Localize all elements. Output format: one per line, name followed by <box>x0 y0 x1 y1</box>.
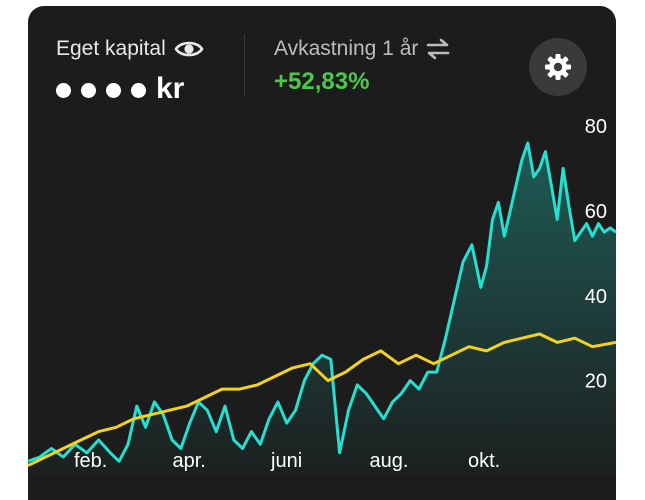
y-tick-label: 60 <box>585 201 607 223</box>
equity-stat: Eget kapital kr <box>56 36 204 106</box>
x-tick-label: okt. <box>468 450 500 472</box>
return-stat: Avkastning 1 år +52,83% <box>274 36 450 96</box>
swap-arrows-icon[interactable] <box>426 38 450 60</box>
equity-label-row: Eget kapital <box>56 36 204 62</box>
return-label: Avkastning 1 år <box>274 37 419 60</box>
gear-icon <box>543 52 573 82</box>
settings-button[interactable] <box>529 38 587 96</box>
eye-icon[interactable] <box>174 38 204 60</box>
x-tick-label: juni <box>270 450 302 472</box>
series-0-line <box>28 141 616 463</box>
return-label-row[interactable]: Avkastning 1 år <box>274 36 450 62</box>
series-0-area <box>28 143 616 474</box>
masked-value-dots <box>56 72 156 106</box>
return-value: +52,83% <box>274 68 370 95</box>
x-tick-label: aug. <box>370 450 409 472</box>
portfolio-card: Eget kapital kr Avkastning 1 år + <box>28 6 616 500</box>
y-tick-label: 80 <box>585 116 607 138</box>
return-chart: 80 60 40 20 feb. apr. juni aug. okt. <box>28 116 616 474</box>
y-tick-label: 20 <box>585 371 607 393</box>
equity-value-hidden: kr <box>56 72 204 106</box>
header-divider <box>244 34 245 96</box>
series-1-line <box>28 332 616 467</box>
y-tick-label: 40 <box>585 286 607 308</box>
x-tick-label: feb. <box>74 450 107 472</box>
equity-currency: kr <box>156 72 185 105</box>
equity-label: Eget kapital <box>56 37 166 60</box>
x-tick-label: apr. <box>173 450 206 472</box>
